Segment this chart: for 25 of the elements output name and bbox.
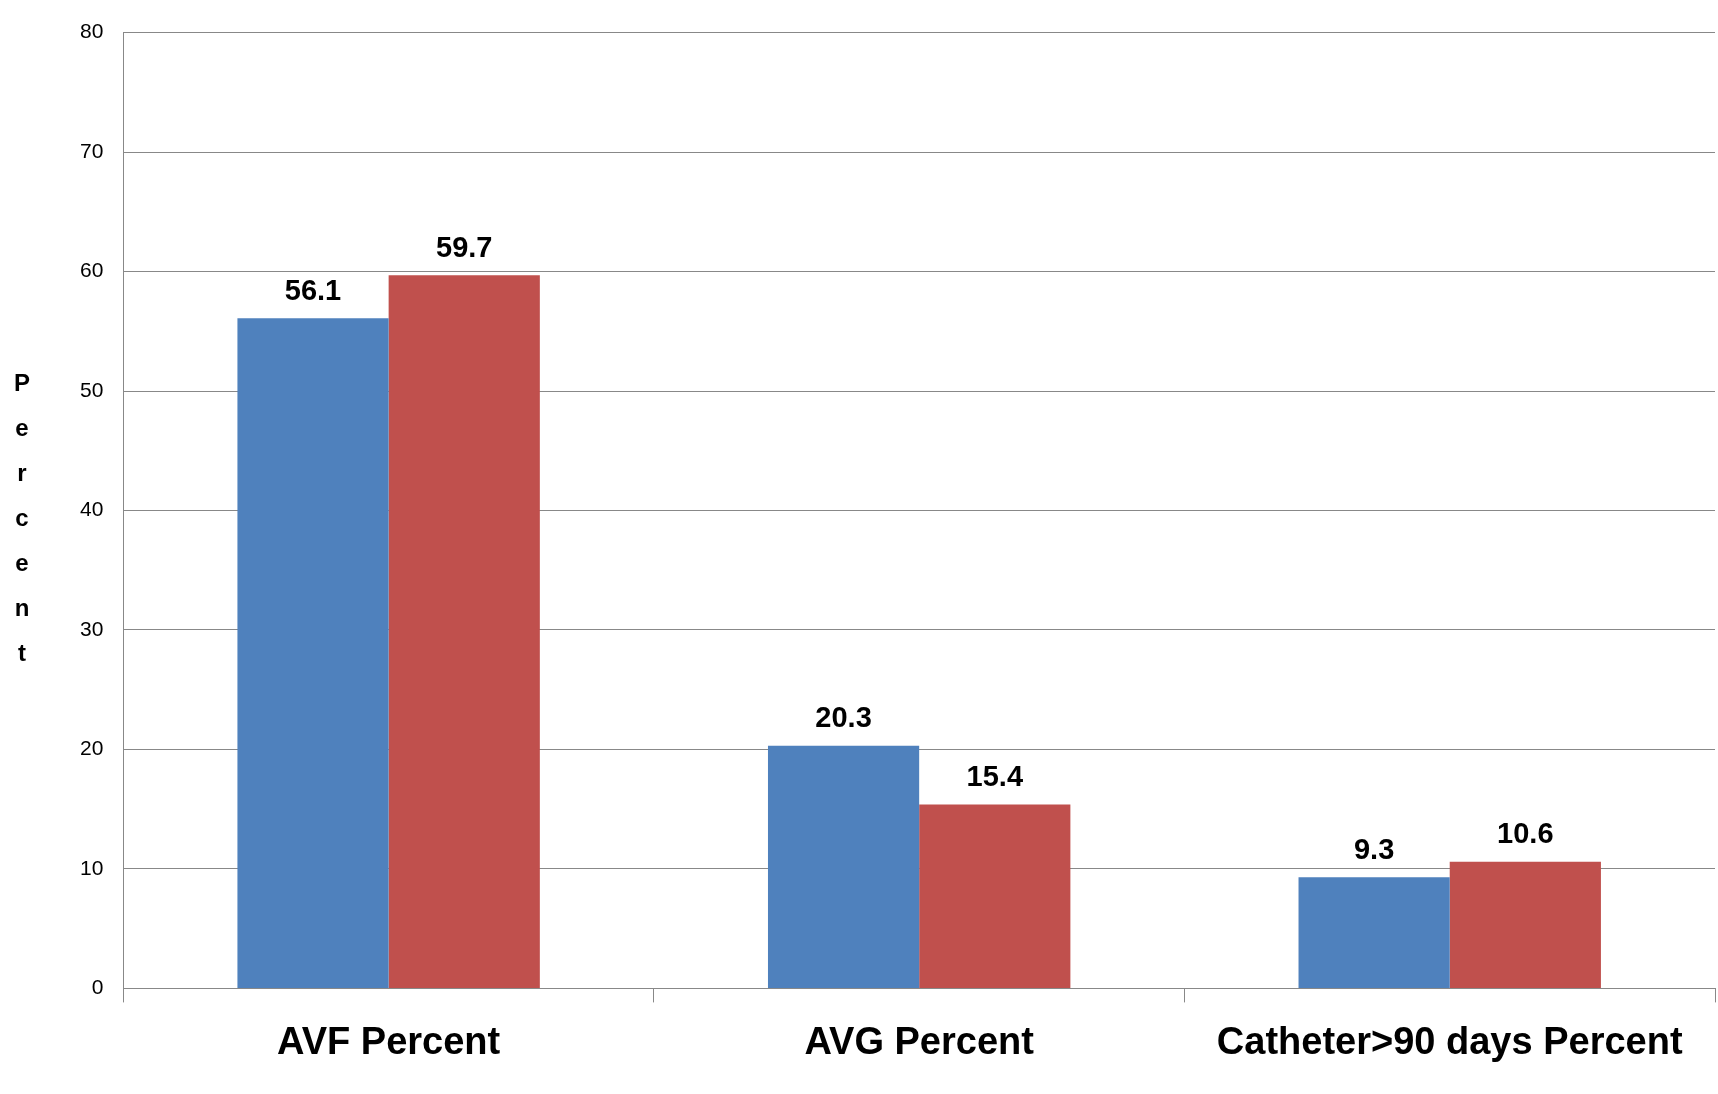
data-label: 20.3 xyxy=(815,701,872,734)
y-tick-label: 70 xyxy=(80,138,104,162)
y-tick-label: 60 xyxy=(80,258,104,282)
bar xyxy=(388,275,540,988)
y-tick-label: 20 xyxy=(80,736,104,760)
bar xyxy=(1298,877,1450,988)
bar xyxy=(1449,861,1601,988)
y-tick-label: 50 xyxy=(80,377,104,401)
bar xyxy=(237,318,389,988)
x-tick-label: AVF Percent xyxy=(277,1019,501,1062)
y-tick-label: 10 xyxy=(80,855,104,879)
data-label: 10.6 xyxy=(1497,817,1554,850)
data-label: 59.7 xyxy=(436,230,493,263)
x-tick-label: AVG Percent xyxy=(804,1019,1035,1062)
y-tick-label: 40 xyxy=(80,497,104,521)
data-label: 9.3 xyxy=(1353,832,1395,865)
y-tick-label: 0 xyxy=(91,975,104,999)
bar xyxy=(767,745,920,988)
y-tick-label: 80 xyxy=(80,19,104,43)
y-axis-title: Percent xyxy=(14,368,31,668)
x-tick-label: Catheter>90 days Percent xyxy=(1216,1019,1683,1062)
data-label: 56.1 xyxy=(284,273,342,306)
bar xyxy=(919,804,1071,988)
data-label: 15.4 xyxy=(966,759,1024,792)
y-tick-label: 30 xyxy=(80,616,104,640)
